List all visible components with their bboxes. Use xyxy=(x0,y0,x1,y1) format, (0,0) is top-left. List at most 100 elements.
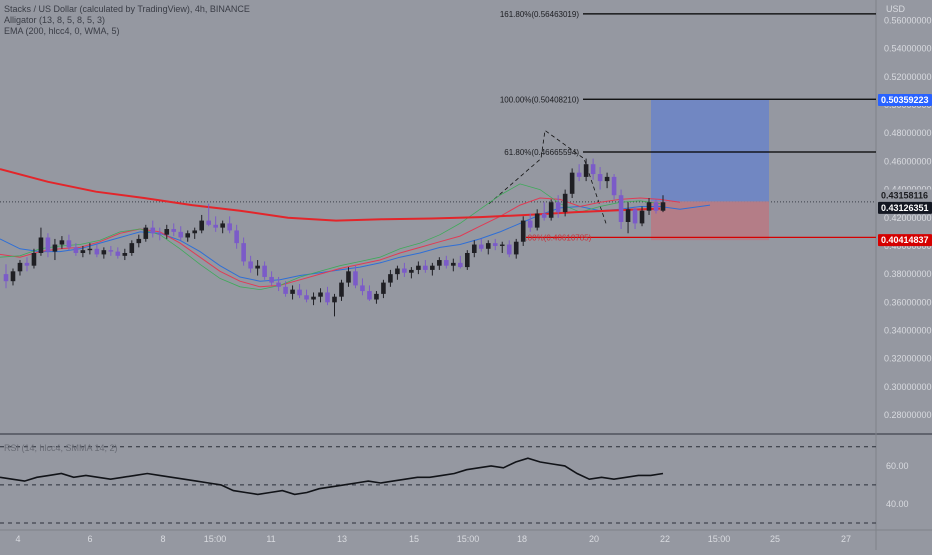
legend-alligator: Alligator (13, 8, 5, 8, 5, 3) xyxy=(4,15,106,25)
candle-body xyxy=(297,289,302,296)
time-tick-label: 20 xyxy=(589,534,599,544)
candles xyxy=(3,158,666,317)
rsi-tick-label: 60.00 xyxy=(886,461,909,471)
candle-body xyxy=(646,202,652,211)
price-tag-label: 0.50359223 xyxy=(881,95,929,105)
time-tick-label: 8 xyxy=(160,534,165,544)
candle-body xyxy=(227,223,232,231)
candle-body xyxy=(499,244,505,246)
candle-body xyxy=(346,271,351,283)
candle-body xyxy=(3,274,9,282)
candle-body xyxy=(129,243,135,253)
candle-body xyxy=(185,233,191,238)
candle-body xyxy=(52,244,58,252)
price-tag-label: 0.43158116 xyxy=(881,190,928,200)
candle-body xyxy=(143,227,149,239)
candle-body xyxy=(506,244,512,255)
price-tick-label: 0.56000000 xyxy=(884,15,932,25)
axes: 0.560000000.540000000.520000000.50000000… xyxy=(0,4,932,544)
candle-body xyxy=(164,229,170,235)
price-tick-label: 0.28000000 xyxy=(884,410,932,420)
time-tick-label: 27 xyxy=(841,534,851,544)
candle-body xyxy=(618,195,624,222)
candle-body xyxy=(325,292,330,303)
price-tick-label: 0.48000000 xyxy=(884,128,932,138)
rsi-pane: 60.00 40.00 xyxy=(0,446,909,524)
price-tick-label: 0.32000000 xyxy=(884,354,932,364)
candle-body xyxy=(332,296,337,303)
candle-body xyxy=(150,227,156,234)
candle-body xyxy=(241,243,246,262)
candle-body xyxy=(206,220,211,225)
candle-body xyxy=(374,293,379,300)
candle-body xyxy=(38,237,44,253)
time-tick-label: 15 xyxy=(409,534,419,544)
legend: Stacks / US Dollar (calculated by Tradin… xyxy=(4,4,250,37)
candle-body xyxy=(234,230,239,244)
price-tick-label: 0.46000000 xyxy=(884,156,932,166)
candle-body xyxy=(416,265,421,270)
candle-body xyxy=(220,223,225,228)
candle-body xyxy=(171,229,177,232)
time-tick-label: 15:00 xyxy=(204,534,227,544)
price-tick-label: 0.52000000 xyxy=(884,72,932,82)
candle-body xyxy=(262,265,267,277)
price-tag-label: 0.43126351 xyxy=(881,203,929,213)
candle-body xyxy=(485,243,491,249)
candle-body xyxy=(527,220,533,228)
candle-body xyxy=(555,202,561,213)
candle-body xyxy=(87,248,93,251)
price-tick-label: 0.34000000 xyxy=(884,326,932,336)
price-tick-label: 0.36000000 xyxy=(884,297,932,307)
candle-body xyxy=(255,265,260,269)
price-tag xyxy=(878,234,932,247)
candle-body xyxy=(576,172,582,177)
candle-body xyxy=(178,231,184,238)
rsi-tick-label: 40.00 xyxy=(886,499,909,509)
candle-body xyxy=(471,244,477,253)
candle-body xyxy=(492,243,498,246)
price-tag xyxy=(878,93,932,106)
candle-body xyxy=(632,209,638,224)
candle-body xyxy=(339,282,344,297)
candle-body xyxy=(290,289,295,294)
candle-body xyxy=(478,244,484,249)
candle-body xyxy=(10,271,16,282)
position-zones xyxy=(651,99,769,241)
candle-body xyxy=(409,269,414,273)
price-tick-label: 0.42000000 xyxy=(884,213,932,223)
time-tick-label: 4 xyxy=(15,534,20,544)
candle-body xyxy=(639,210,645,224)
candle-body xyxy=(94,248,100,255)
candle-body xyxy=(353,271,358,286)
legend-ema: EMA (200, hlcc4, 0, WMA, 5) xyxy=(4,26,120,36)
fib-label: 61.80%(0.46665594) xyxy=(504,148,579,157)
candle-body xyxy=(520,220,526,242)
candle-body xyxy=(402,268,407,273)
candle-body xyxy=(513,241,519,255)
time-tick-label: 13 xyxy=(337,534,347,544)
candle-body xyxy=(611,176,617,196)
candle-body xyxy=(534,213,540,228)
candle-body xyxy=(269,276,274,283)
rsi-legend: RSI (14, hlcc4, SMMA 14, 2) xyxy=(4,443,118,453)
time-tick-label: 15:00 xyxy=(708,534,731,544)
candle-body xyxy=(248,261,253,269)
candle-body xyxy=(437,260,442,266)
candle-body xyxy=(122,252,128,256)
candle-body xyxy=(367,291,372,300)
candle-body xyxy=(590,164,596,175)
price-tick-label: 0.38000000 xyxy=(884,269,932,279)
price-tag xyxy=(878,189,932,202)
candle-body xyxy=(318,292,323,297)
candle-body xyxy=(430,265,435,270)
alligator-lips-line xyxy=(0,183,661,291)
candle-body xyxy=(66,240,72,248)
candle-body xyxy=(444,260,449,266)
candle-body xyxy=(80,250,86,253)
fib-label: 0.00%(0.40610785) xyxy=(521,233,592,242)
candle-body xyxy=(423,265,428,270)
candle-body xyxy=(360,285,365,292)
